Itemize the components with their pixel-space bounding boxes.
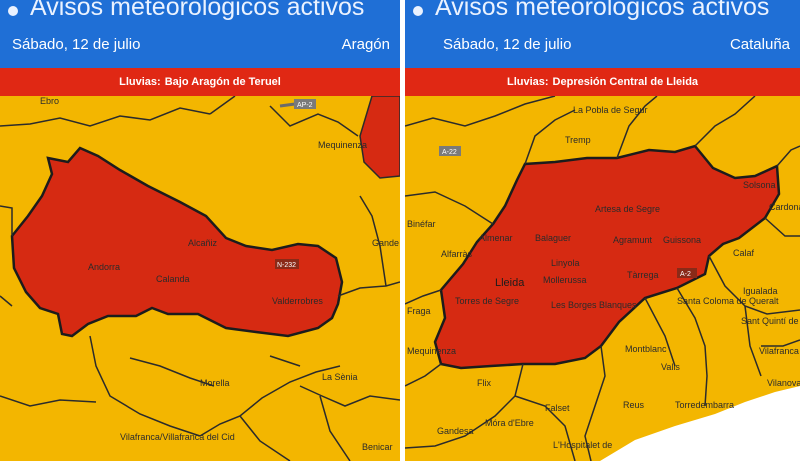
warning-map: A-22 A-2 La Pobla de Segur Tremp Solsona… [405, 96, 800, 461]
place-label: Ebro [40, 96, 59, 106]
panel-region: Aragón [341, 36, 390, 53]
warning-zone: Depresión Central de Lleida [552, 76, 699, 88]
road-badge [294, 99, 316, 109]
panel-title: Avisos meteorológicos activos [30, 0, 365, 21]
road-label: AP-2 [297, 102, 313, 109]
place-label: Benicar [362, 442, 393, 452]
warning-bar: Lluvias: Depresión Central de Lleida [405, 68, 800, 96]
panel-header: Avisos meteorológicos activos Sábado, 12… [405, 0, 800, 68]
place-label: Gande [372, 238, 399, 248]
adjacent-warning-zone [359, 96, 400, 179]
warning-type: Lluvias: [506, 76, 549, 88]
road-badge [275, 259, 299, 269]
place-label: Alcañiz [188, 238, 218, 248]
place-label: Mollerussa [543, 275, 587, 285]
place-label: Vilafranca/Villafranca del Cid [120, 432, 235, 442]
place-label: Torres de Segre [455, 296, 519, 306]
panel-date: Sábado, 12 de julio [443, 36, 572, 53]
place-label: Balaguer [535, 233, 571, 243]
map-panel-aragon: Avisos meteorológicos activos Sábado, 12… [0, 0, 400, 461]
place-label: Falset [545, 403, 570, 413]
place-label: Linyola [551, 258, 580, 268]
place-label: Valls [661, 362, 680, 372]
warning-zone-area [433, 144, 781, 370]
road-label: N-232 [277, 262, 296, 269]
warning-map: AP-2 N-232 Ebro Mequinenza Alcañiz Andor… [0, 96, 400, 461]
bullet-icon [413, 6, 423, 16]
place-label: Vilafranca [759, 346, 799, 356]
place-label: La Sènia [322, 372, 358, 382]
place-label: Les Borges Blanques [551, 300, 637, 310]
place-label: Solsona [743, 180, 776, 190]
place-label: Calanda [156, 274, 190, 284]
warning-zone-area [10, 146, 344, 338]
place-label: Reus [623, 400, 645, 410]
panel-region: Cataluña [729, 36, 790, 53]
place-label: Agramunt [613, 235, 653, 245]
place-label: Montblanc [625, 344, 667, 354]
place-label: Morella [200, 378, 230, 388]
bullet-icon [8, 6, 18, 16]
place-label: Tàrrega [627, 270, 659, 280]
place-label: Gandesa [437, 426, 474, 436]
panel-title: Avisos meteorológicos activos [435, 0, 770, 21]
place-label: Móra d'Ebre [485, 418, 534, 428]
place-label: Torredembarra [675, 400, 734, 410]
map-panel-cataluna: Avisos meteorológicos activos Sábado, 12… [405, 0, 800, 461]
place-label: Flix [477, 378, 491, 388]
place-label: Guissona [663, 235, 701, 245]
place-label: Igualada [743, 286, 778, 296]
sea-area [600, 386, 800, 461]
place-label: Fraga [407, 306, 431, 316]
place-label: Binéfar [407, 219, 436, 229]
road-badge [439, 146, 461, 156]
place-label: Alfarràs [441, 249, 473, 259]
panel-header: Avisos meteorológicos activos Sábado, 12… [0, 0, 400, 68]
place-label: Tremp [565, 135, 591, 145]
place-label: Mequinenza [318, 140, 367, 150]
warning-bar: Lluvias: Bajo Aragón de Teruel [0, 68, 400, 96]
warning-type: Lluvias: [119, 76, 161, 88]
place-label: Sant Quintí de Mediona [741, 316, 800, 326]
place-label: Calaf [733, 248, 755, 258]
road-badge [677, 268, 697, 278]
road-label: A-2 [680, 271, 691, 278]
road-label: A-22 [442, 149, 457, 156]
panel-date: Sábado, 12 de julio [12, 36, 141, 53]
district-borders [405, 96, 800, 461]
place-label: Cardona [769, 202, 800, 212]
place-label: Santa Coloma de Queralt [677, 296, 779, 306]
place-label: L'Hospitalet de [553, 440, 612, 450]
place-label: La Pobla de Segur [573, 105, 648, 115]
district-borders [0, 96, 400, 461]
place-label: Andorra [88, 262, 120, 272]
place-label: Vilanova [767, 378, 800, 388]
place-label: Mequinenza [407, 346, 456, 356]
place-label: Almenar [479, 233, 513, 243]
place-label: Valderrobres [272, 296, 323, 306]
place-label: Artesa de Segre [595, 204, 660, 214]
warning-zone: Bajo Aragón de Teruel [164, 76, 281, 88]
panel-divider [400, 0, 405, 461]
place-label: Lleida [495, 277, 525, 289]
